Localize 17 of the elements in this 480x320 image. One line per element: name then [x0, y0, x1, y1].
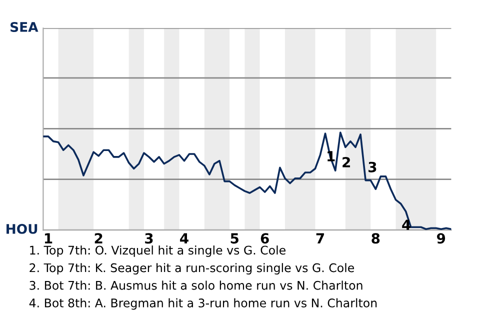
x-tick-label: 7 — [316, 233, 324, 244]
annotation: 2 — [342, 156, 350, 168]
x-tick-label: 6 — [260, 233, 269, 244]
x-tick-label: 5 — [230, 233, 238, 244]
annotation: 3 — [368, 162, 376, 172]
x-tick-label: 2 — [94, 233, 102, 244]
ref-line-label: SEA — [10, 22, 38, 32]
ref-line-label: HOU — [6, 224, 38, 234]
x-tick-label: 3 — [145, 233, 153, 244]
text: 1. Top 7th: O. Vizquel hit a single vs G. Cole — [30, 245, 286, 257]
x-tick-label: 8 — [372, 233, 380, 244]
text: 3. Bot 7th: B. Ausmus hit a solo home run vs N. Charlton — [30, 280, 362, 290]
text: 4. Bot 8th: A. Bregman hit a 3-run home run vs N. Charlton — [29, 298, 377, 310]
x-tick-label: 4 — [180, 233, 188, 244]
x-tick-label: 9 — [437, 233, 446, 244]
x-tick-label: 1 — [44, 233, 52, 244]
text: 2. Top 7th: K. Seager hit a run-scoring single vs G. Cole — [30, 263, 354, 275]
